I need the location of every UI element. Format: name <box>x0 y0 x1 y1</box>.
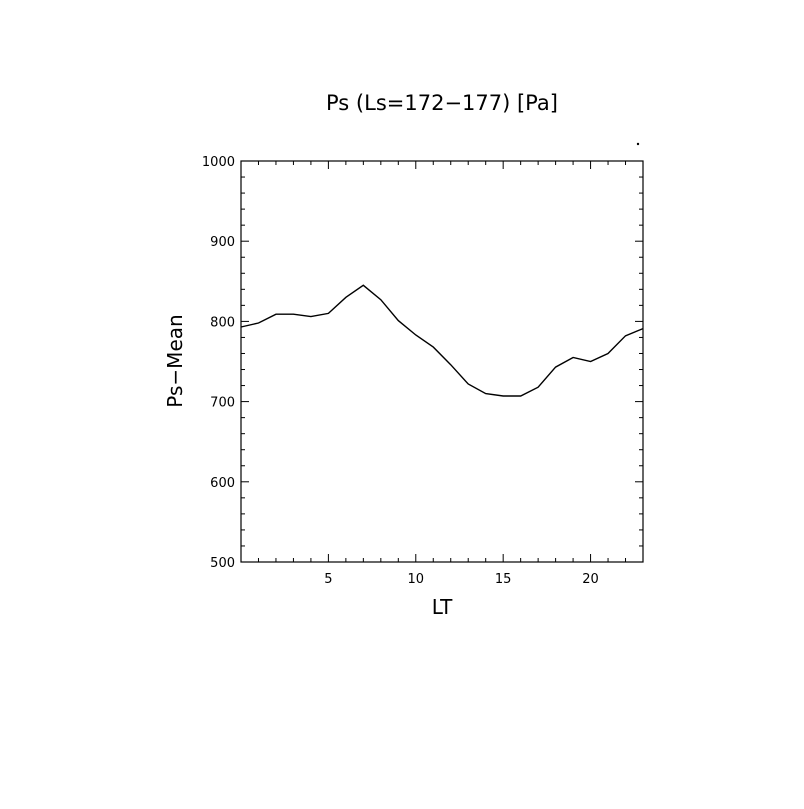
x-tick-label: 15 <box>495 572 512 587</box>
x-tick-label: 10 <box>408 572 425 587</box>
corner-dot <box>636 142 640 146</box>
y-tick-label: 1000 <box>202 155 235 170</box>
y-tick-label: 700 <box>210 396 235 411</box>
y-tick-label: 900 <box>210 235 235 250</box>
y-tick-label: 500 <box>210 556 235 571</box>
x-axis-label: LT <box>432 595 453 619</box>
plot-frame <box>240 160 644 563</box>
x-tick-label: 20 <box>582 572 599 587</box>
y-tick-label: 800 <box>210 315 235 330</box>
plot-area: 500 600 700 800 900 1000 5 10 15 20 <box>202 155 644 587</box>
series-line <box>240 284 644 397</box>
y-axis-label: Ps−Mean <box>163 314 187 407</box>
x-tick-label: 5 <box>324 572 332 587</box>
chart-title: Ps (Ls=172−177) [Pa] <box>326 91 558 115</box>
y-tick-label: 600 <box>210 476 235 491</box>
